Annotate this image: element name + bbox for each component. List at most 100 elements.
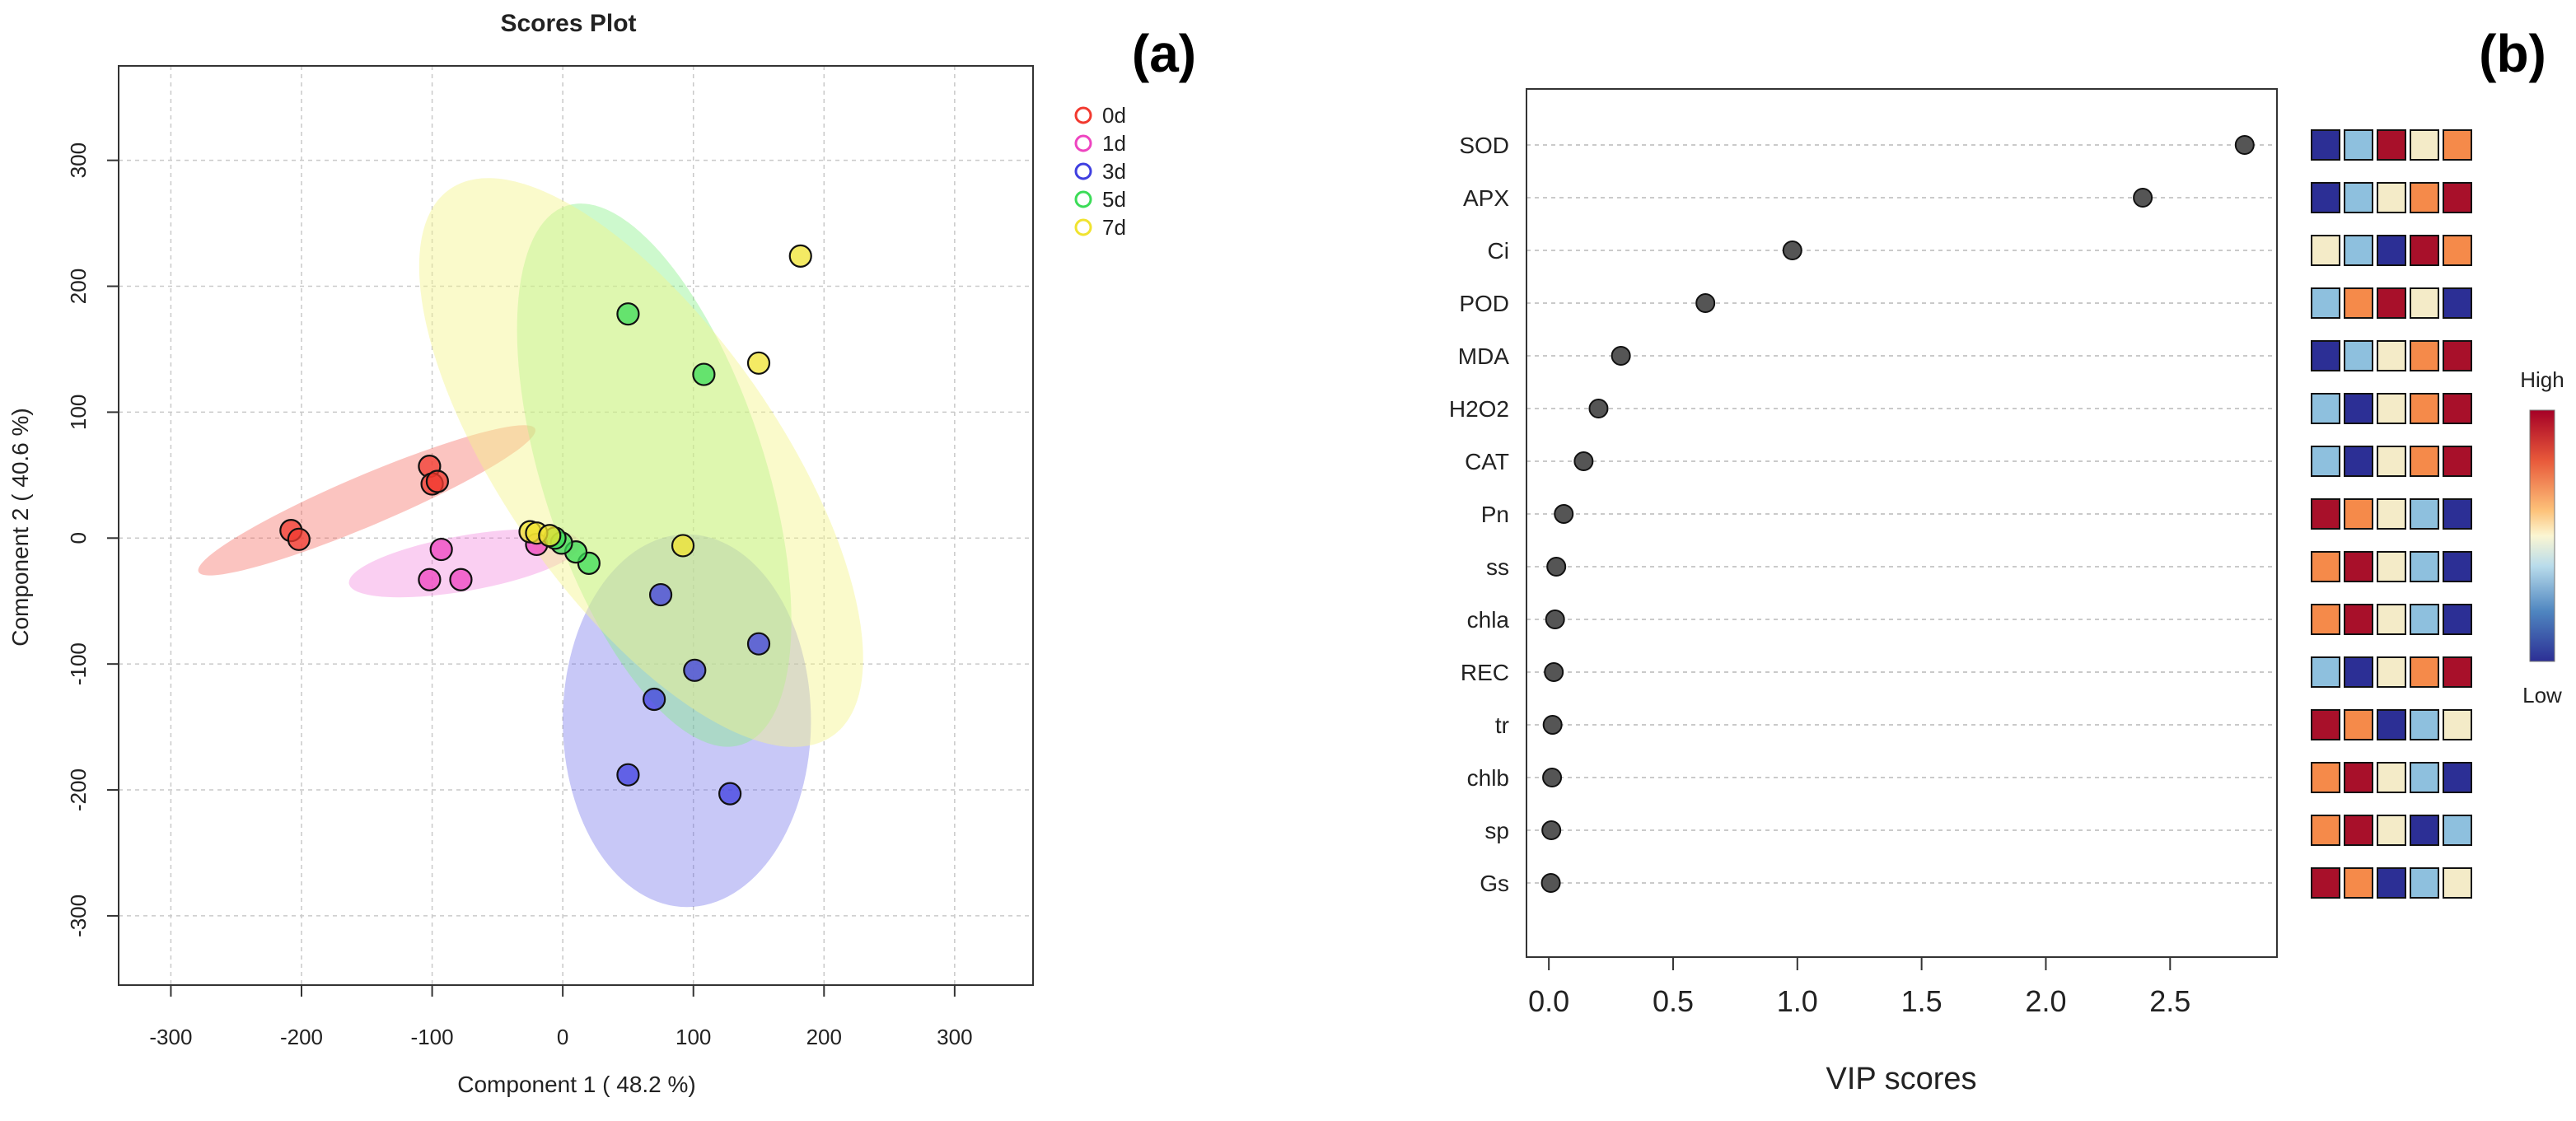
data-point-5d — [692, 362, 716, 386]
heatmap-cell — [2377, 498, 2406, 530]
data-point-3d — [616, 763, 640, 787]
vip-point — [1540, 873, 1561, 893]
variable-label: chla — [1467, 607, 1510, 633]
x-axis-ticks-b: 0.0 0.5 1.0 1.5 2.0 2.5 — [1528, 957, 2190, 1018]
variable-label: ss — [1486, 554, 1509, 580]
x-tick-label: 200 — [806, 1025, 842, 1049]
y-tick-label: 300 — [66, 142, 91, 178]
x-tick-label-b: 0.5 — [1653, 984, 1694, 1018]
heatmap-cell — [2311, 815, 2340, 846]
heatmap-cell — [2410, 762, 2439, 793]
heatmap-cell — [2443, 340, 2472, 371]
heatmap-cell — [2311, 656, 2340, 688]
heatmap-cell — [2377, 815, 2406, 846]
variable-labels: SOD APX Ci POD MDA H2O2 CAT Pn ss chla REC tr chlb sp… — [1449, 133, 1510, 896]
confidence-ellipse-3d — [563, 534, 811, 908]
heatmap-cell — [2410, 235, 2439, 266]
variable-label: MDA — [1458, 343, 1510, 369]
heatmap-cell — [2377, 551, 2406, 582]
vip-point — [2234, 135, 2255, 155]
y-tick-label: -100 — [66, 642, 91, 685]
legend-marker-7d — [1074, 218, 1092, 236]
heatmap-cell — [2344, 604, 2373, 635]
heatmap-cell — [2311, 604, 2340, 635]
vip-point — [1695, 293, 1716, 313]
plot-frame — [118, 65, 1034, 986]
y-tick-label: 0 — [66, 532, 91, 544]
vip-scores-panel: (b) SOD APX Ci POD MDA H2O2 CAT Pn ss chla REC tr ch… — [1449, 24, 2564, 1096]
heatmap-cell — [2311, 393, 2340, 424]
color-scale-low: Low — [2522, 683, 2562, 708]
heatmap-cell — [2443, 235, 2472, 266]
plot-frame-b — [1526, 88, 2278, 958]
variable-label: CAT — [1465, 449, 1509, 474]
vip-point — [1542, 768, 1563, 787]
heatmap-cell — [2344, 815, 2373, 846]
legend-label-7d: 7d — [1102, 215, 1126, 240]
y-axis-ticks: -300 -200 -100 0 100 200 300 — [66, 142, 119, 937]
heatmap-cell — [2311, 129, 2340, 161]
data-point-3d — [718, 782, 742, 806]
variable-label: SOD — [1459, 133, 1509, 158]
heatmap-cell — [2443, 393, 2472, 424]
data-point-0d — [287, 527, 311, 551]
scores-plot-panel: Scores Plot (a) -300 -200 -100 0 100 200 300 -… — [7, 10, 1196, 1097]
heatmap-cell — [2344, 340, 2373, 371]
variable-label: chlb — [1467, 765, 1509, 791]
legend-marker-1d — [1074, 134, 1092, 152]
heatmap-cell — [2377, 604, 2406, 635]
data-point-1d — [449, 568, 473, 591]
legend-label-5d: 5d — [1102, 187, 1126, 212]
data-points — [279, 244, 812, 806]
x-tick-label: -100 — [411, 1025, 454, 1049]
confidence-ellipse-7d — [418, 178, 863, 747]
heatmap-cell — [2311, 340, 2340, 371]
data-point-5d — [616, 302, 640, 326]
data-point-0d — [425, 469, 450, 493]
vip-point — [1541, 820, 1562, 840]
heatmap-cell — [2410, 867, 2439, 899]
heatmap-cell — [2311, 498, 2340, 530]
data-point-3d — [683, 658, 707, 682]
heatmap-cell — [2443, 604, 2472, 635]
data-point-1d — [429, 537, 453, 562]
confidence-ellipse-1d — [348, 529, 581, 598]
variable-label: tr — [1495, 712, 1509, 738]
variable-label: Ci — [1488, 238, 1509, 264]
heatmap-cell — [2377, 182, 2406, 213]
x-tick-label-b: 1.0 — [1777, 984, 1818, 1018]
legend-label-0d: 0d — [1102, 103, 1126, 128]
heatmap-cell — [2443, 656, 2472, 688]
heatmap-cell — [2443, 709, 2472, 740]
heatmap-cell — [2344, 709, 2373, 740]
heatmap-cell — [2410, 182, 2439, 213]
heatmap-cell — [2377, 340, 2406, 371]
color-scale-high: High — [2520, 367, 2564, 392]
x-tick-label: 100 — [676, 1025, 711, 1049]
heatmap-cell — [2443, 129, 2472, 161]
heatmap-cell — [2344, 656, 2373, 688]
vip-point — [1545, 610, 1565, 629]
heatmap-cell — [2311, 762, 2340, 793]
heatmap-cell — [2410, 815, 2439, 846]
vip-point — [1782, 241, 1802, 260]
vip-point — [1573, 451, 1594, 471]
data-point-7d — [788, 244, 812, 268]
heatmap-boxes — [2311, 129, 2472, 899]
panel-label-b: (b) — [2479, 24, 2546, 83]
heatmap-cell — [2377, 446, 2406, 477]
heatmap-cell — [2410, 340, 2439, 371]
variable-label: POD — [1459, 291, 1509, 316]
data-point-7d — [538, 524, 562, 548]
heatmap-cell — [2377, 393, 2406, 424]
heatmap-cell — [2410, 498, 2439, 530]
x-tick-label-b: 2.0 — [2025, 984, 2066, 1018]
vip-point — [1611, 346, 1631, 366]
legend: 0d 1d 3d 5d 7d — [1074, 103, 1126, 240]
data-point-3d — [648, 582, 673, 607]
y-axis-label: Component 2 ( 40.6 %) — [7, 408, 33, 647]
heatmap-cell — [2311, 709, 2340, 740]
heatmap-cell — [2443, 182, 2472, 213]
heatmap-cell — [2443, 498, 2472, 530]
x-axis-label-b: VIP scores — [1826, 1062, 1976, 1096]
